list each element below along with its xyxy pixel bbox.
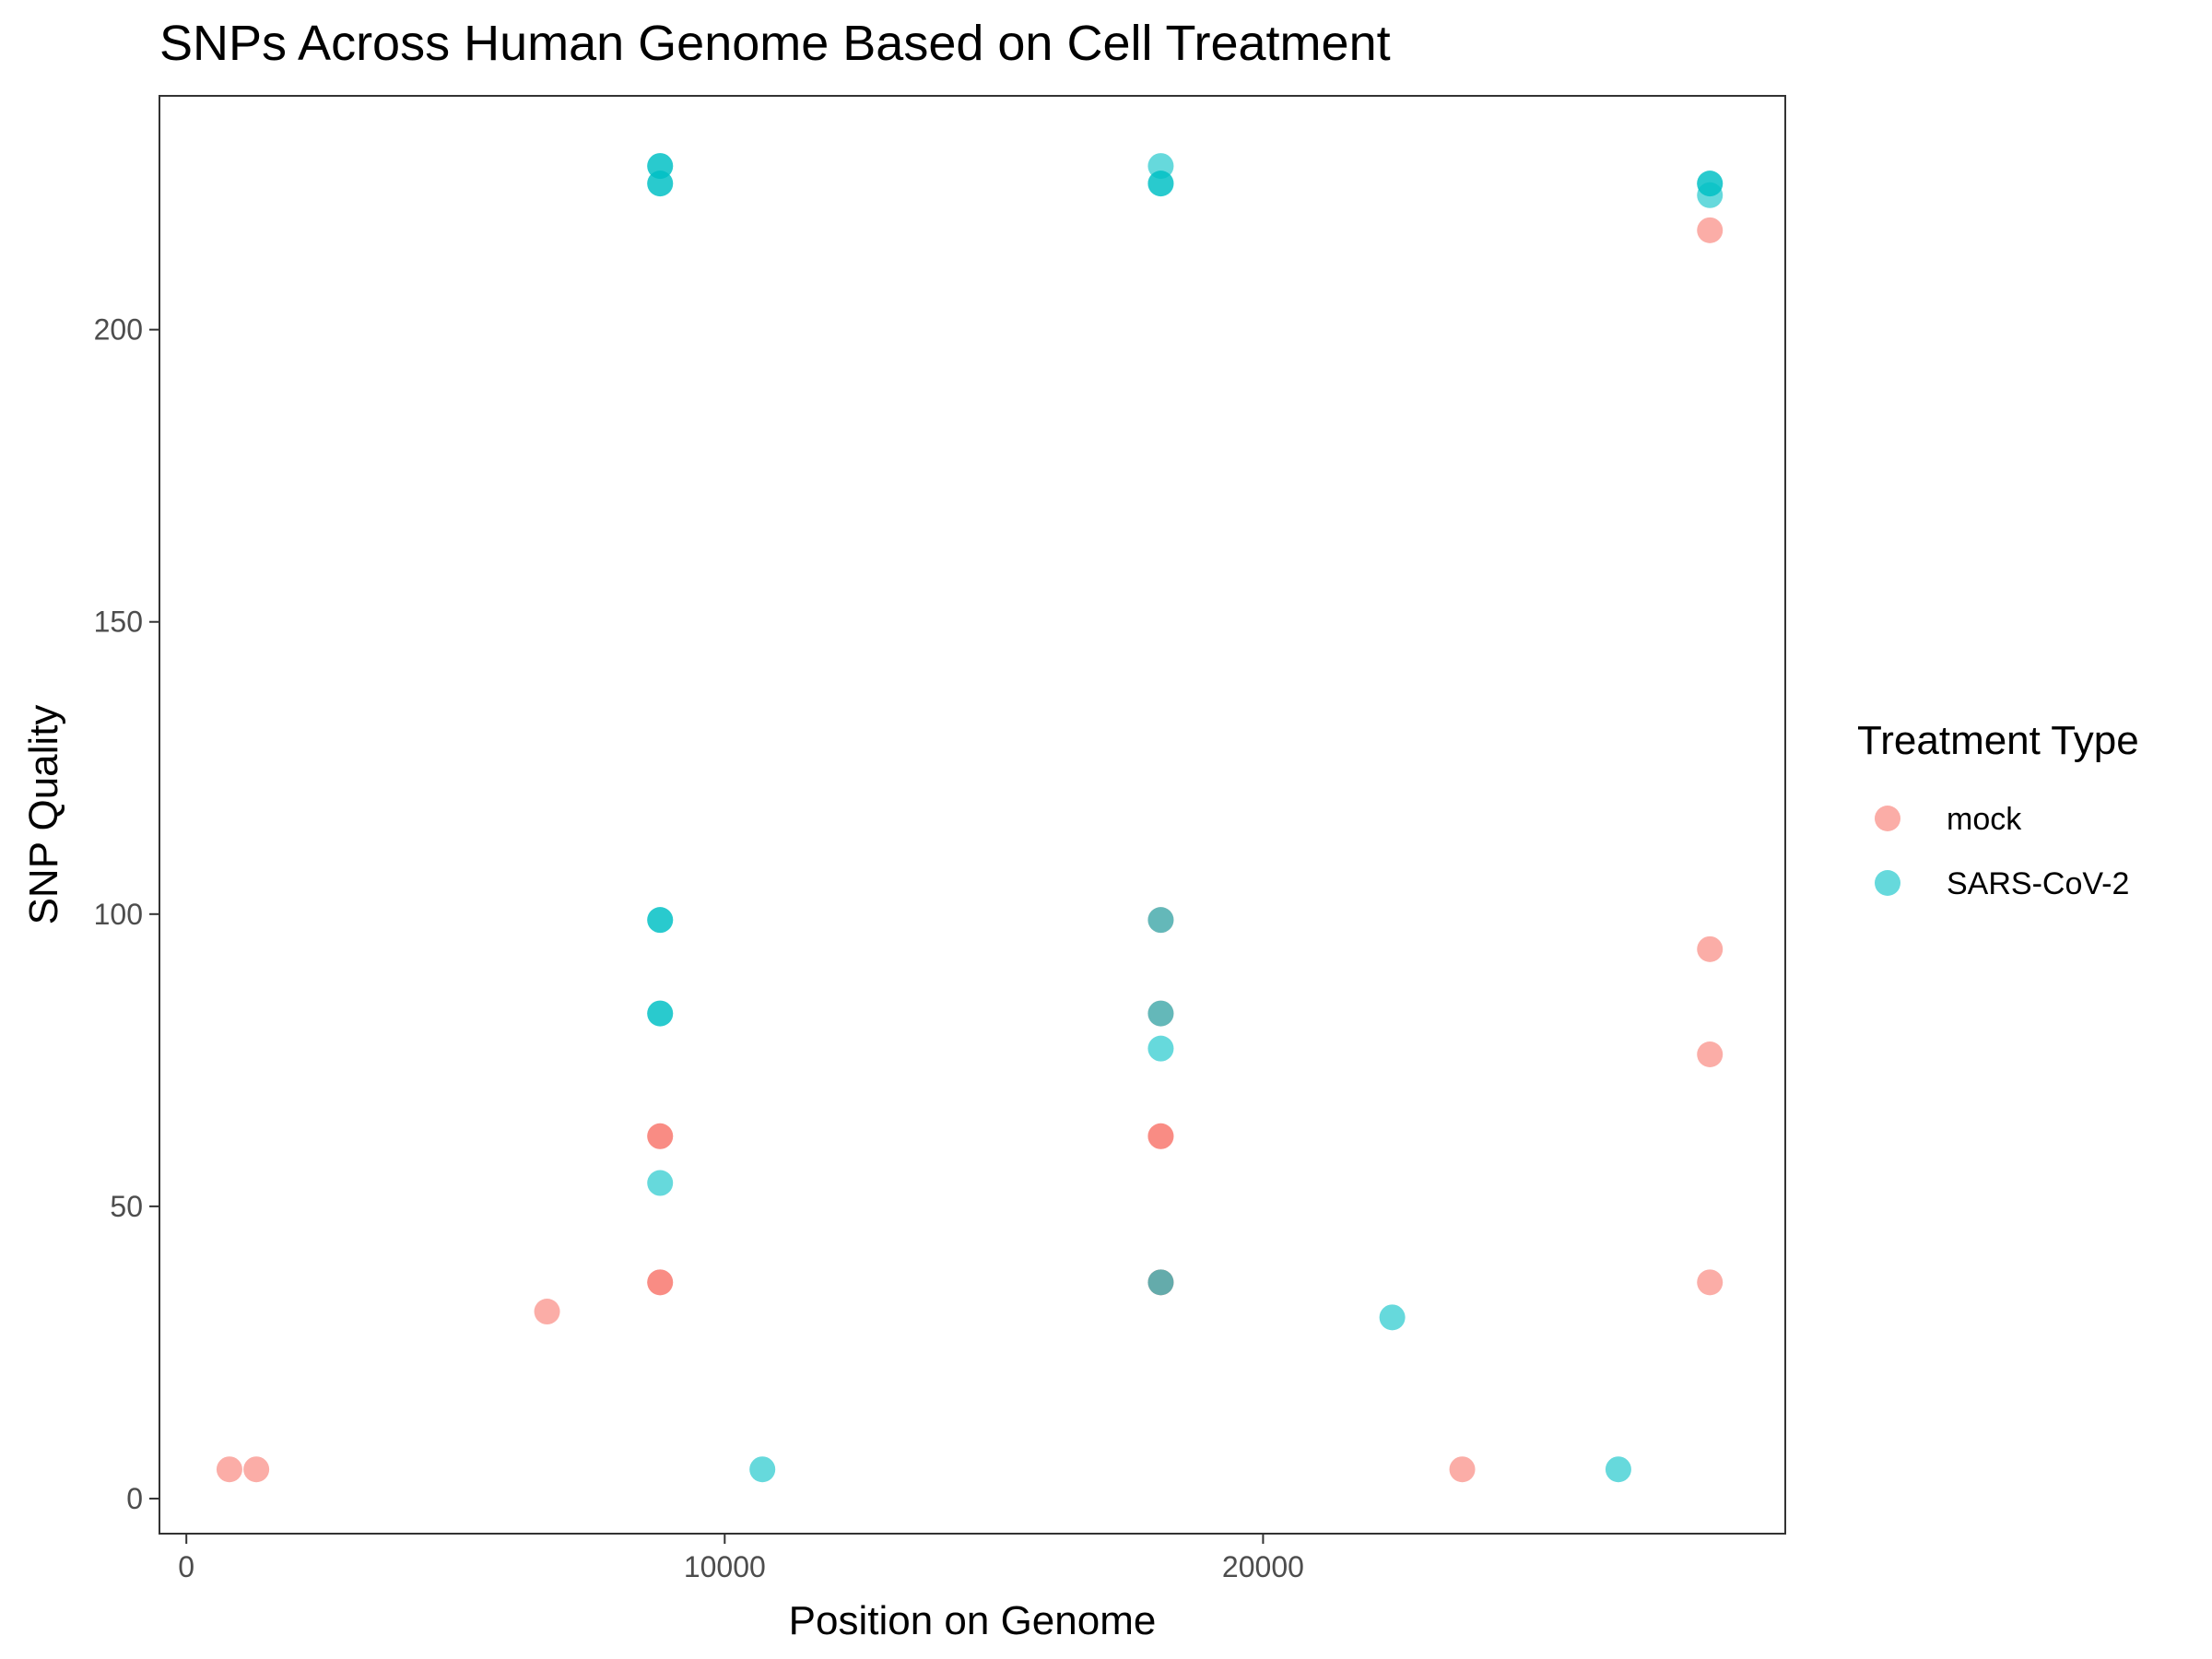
legend-label: mock [1947,802,2022,837]
data-point [647,907,674,934]
data-point [647,171,674,197]
data-point [1605,1456,1631,1483]
data-point [1147,171,1174,197]
x-axis-label: Position on Genome [789,1598,1157,1643]
x-tick-label: 10000 [684,1550,766,1583]
y-tick-label: 150 [94,606,143,639]
data-point [1147,1269,1174,1296]
y-tick-label: 50 [110,1190,143,1223]
data-point [1697,935,1724,962]
data-point [1697,217,1724,243]
y-axis-label: SNP Quality [21,705,66,925]
data-point [647,1170,674,1196]
y-tick-label: 100 [94,898,143,931]
data-point [1147,1035,1174,1062]
data-point [647,1123,674,1149]
data-point [534,1299,560,1325]
chart-title: SNPs Across Human Genome Based on Cell T… [159,16,1391,71]
plot-panel [159,95,1786,1535]
data-point [647,1269,674,1296]
y-axis: 0 50 100 150 200 [94,313,159,1515]
legend-label: SARS-CoV-2 [1947,866,2129,901]
x-tick-label: 0 [178,1550,194,1583]
y-tick-label: 0 [126,1482,143,1515]
data-point [647,1000,674,1027]
legend: Treatment Type mock SARS-CoV-2 [1857,718,2139,901]
legend-key [1875,806,1900,831]
legend-title: Treatment Type [1857,718,2139,763]
x-axis: 0 10000 20000 [178,1534,1304,1583]
data-point [1379,1304,1406,1331]
data-point [216,1456,242,1483]
data-point [1147,1000,1174,1027]
x-tick-label: 20000 [1222,1550,1304,1583]
data-point [1147,907,1174,934]
data-point [1697,1269,1724,1296]
data-point [1147,1123,1174,1149]
data-point [1697,182,1724,208]
legend-key [1875,870,1900,896]
data-point [1697,1041,1724,1067]
data-point [1449,1456,1476,1483]
series-1 [647,153,1724,1483]
data-point [749,1456,776,1483]
data-point [243,1456,270,1483]
data-points [216,153,1724,1483]
y-tick-label: 200 [94,313,143,347]
